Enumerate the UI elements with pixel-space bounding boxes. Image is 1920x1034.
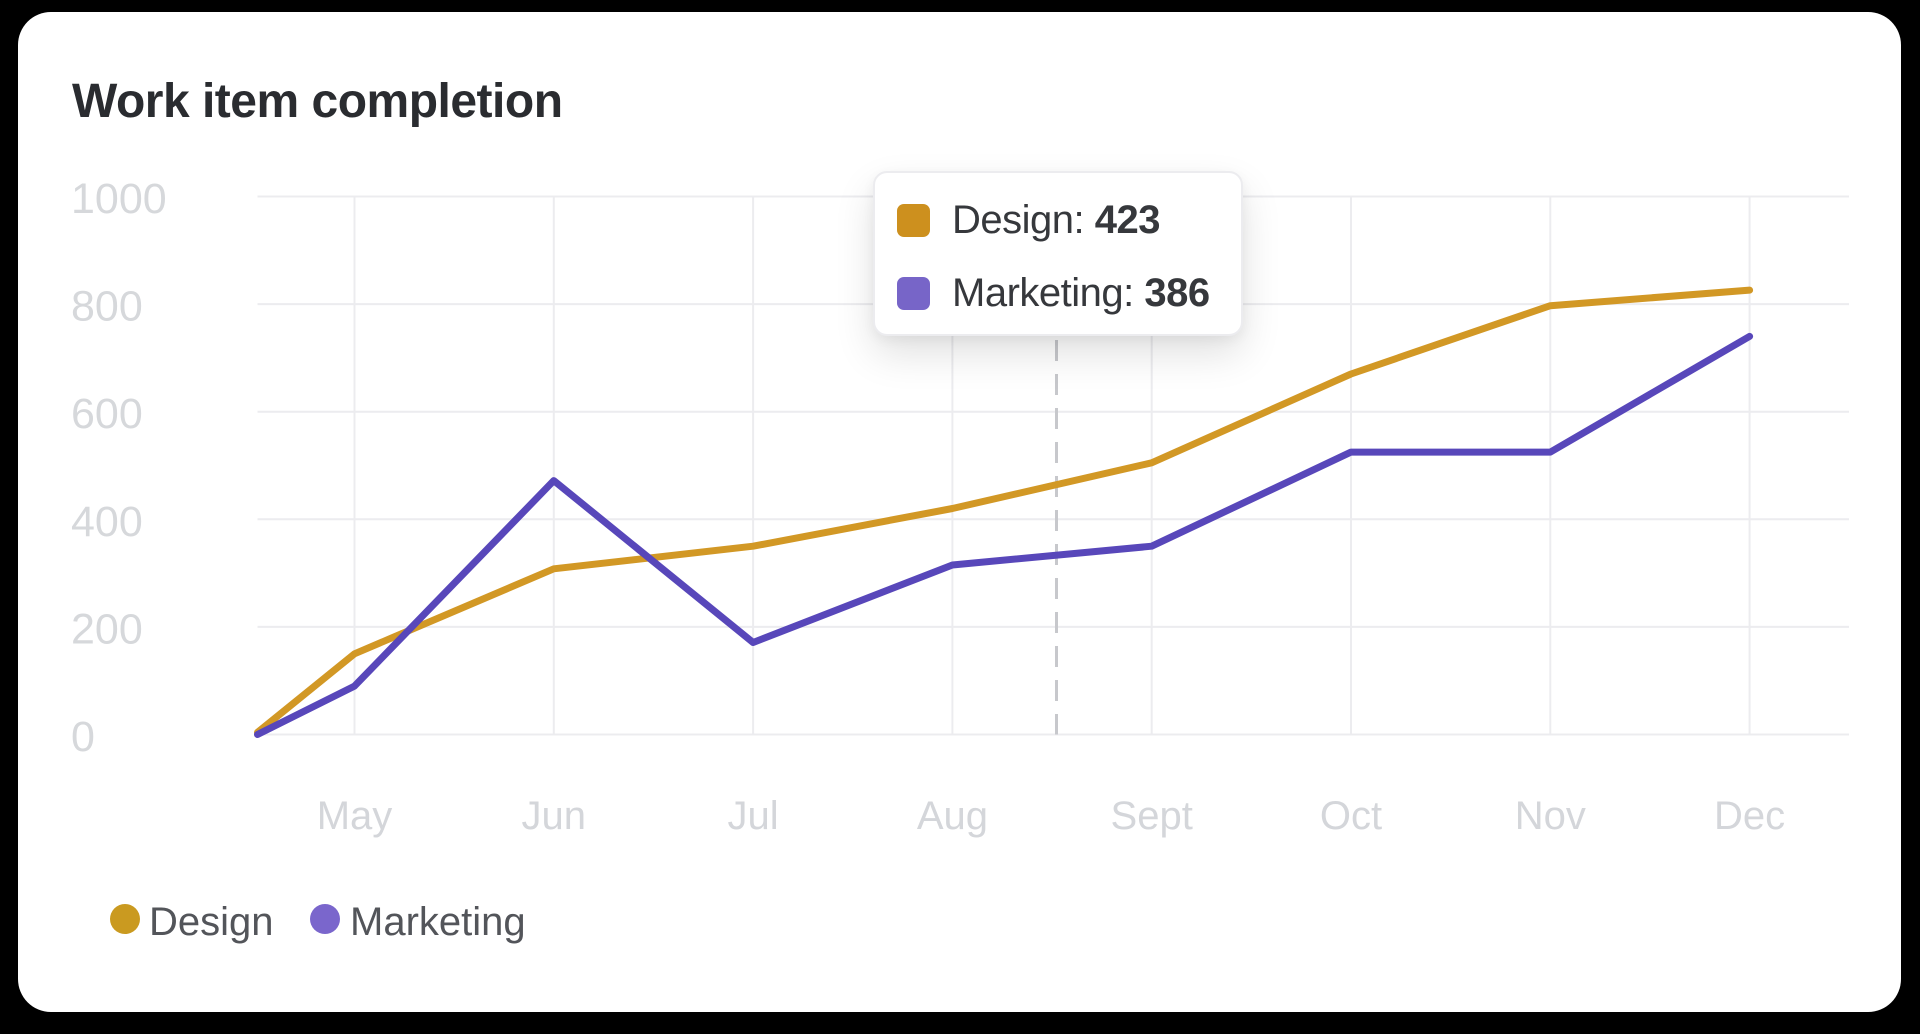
svg-text:800: 800 [71,283,143,331]
svg-text:Nov: Nov [1515,794,1586,838]
svg-text:Dec: Dec [1714,794,1785,838]
svg-text:Sept: Sept [1111,794,1193,838]
svg-text:600: 600 [71,390,143,438]
svg-text:Aug: Aug [917,794,988,838]
svg-text:Oct: Oct [1320,794,1382,838]
svg-text:0: 0 [71,713,95,761]
svg-text:May: May [317,794,393,838]
svg-text:200: 200 [71,605,143,653]
svg-text:Jul: Jul [728,794,779,838]
svg-text:Jun: Jun [522,794,587,838]
svg-text:1000: 1000 [71,175,167,223]
svg-text:400: 400 [71,498,143,546]
